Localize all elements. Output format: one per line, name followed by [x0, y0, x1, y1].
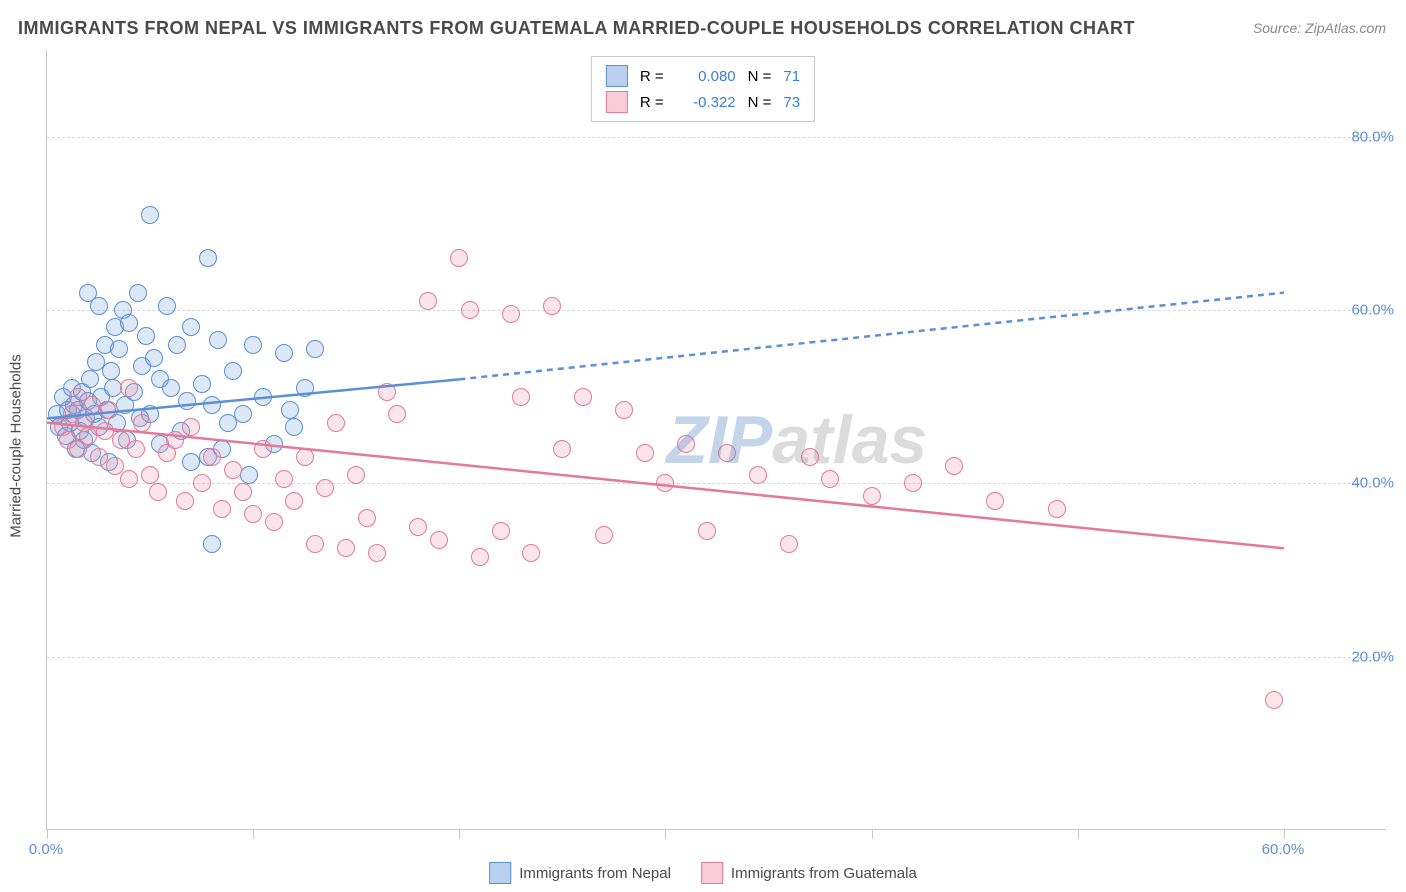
r-label: R = [640, 94, 664, 111]
swatch-guatemala [606, 91, 628, 113]
x-tick [665, 829, 666, 839]
x-tick [1284, 829, 1285, 839]
x-tick [1078, 829, 1079, 839]
n-label: N = [748, 68, 772, 85]
source-attribution: Source: ZipAtlas.com [1253, 20, 1386, 36]
n-value-guatemala: 73 [783, 94, 800, 111]
x-tick [253, 829, 254, 839]
chart-title: IMMIGRANTS FROM NEPAL VS IMMIGRANTS FROM… [18, 18, 1135, 39]
legend-stats-row-nepal: R = 0.080 N = 71 [606, 63, 800, 89]
trend-lines [47, 50, 1387, 830]
series-label-nepal: Immigrants from Nepal [519, 865, 671, 882]
plot-area: ZIPatlas [46, 50, 1386, 830]
legend-series: Immigrants from Nepal Immigrants from Gu… [489, 862, 917, 884]
y-axis-label: Married-couple Households [8, 354, 25, 537]
swatch-nepal [606, 65, 628, 87]
r-value-nepal: 0.080 [676, 68, 736, 85]
x-tick-label: 0.0% [29, 841, 63, 858]
legend-stats: R = 0.080 N = 71 R = -0.322 N = 73 [591, 56, 815, 122]
r-label: R = [640, 68, 664, 85]
x-tick [47, 829, 48, 839]
swatch-nepal [489, 862, 511, 884]
x-tick [459, 829, 460, 839]
x-tick [872, 829, 873, 839]
trend-solid-guatemala [47, 423, 1284, 549]
legend-item-nepal: Immigrants from Nepal [489, 862, 671, 884]
trend-solid-nepal [47, 379, 459, 418]
n-value-nepal: 71 [783, 68, 800, 85]
legend-item-guatemala: Immigrants from Guatemala [701, 862, 917, 884]
r-value-guatemala: -0.322 [676, 94, 736, 111]
n-label: N = [748, 94, 772, 111]
series-label-guatemala: Immigrants from Guatemala [731, 865, 917, 882]
swatch-guatemala [701, 862, 723, 884]
legend-stats-row-guatemala: R = -0.322 N = 73 [606, 89, 800, 115]
trend-dash-nepal [459, 293, 1284, 380]
x-tick-label: 60.0% [1262, 841, 1305, 858]
